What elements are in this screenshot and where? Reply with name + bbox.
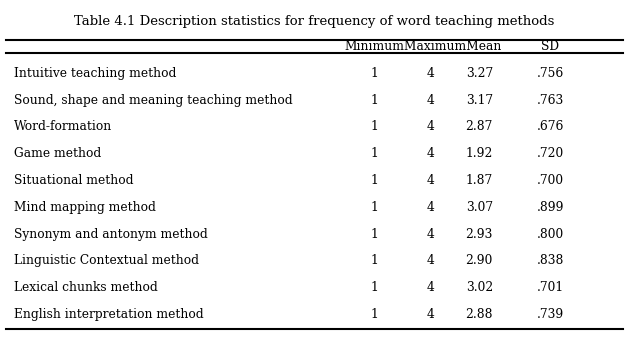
Text: 3.02: 3.02	[465, 281, 493, 294]
Text: 1: 1	[370, 227, 378, 240]
Text: 4: 4	[427, 174, 435, 187]
Text: Synonym and antonym method: Synonym and antonym method	[14, 227, 208, 240]
Text: MinimumMaximumMean: MinimumMaximumMean	[344, 40, 501, 53]
Text: .701: .701	[537, 281, 564, 294]
Text: 1.92: 1.92	[465, 147, 493, 160]
Text: 1: 1	[370, 120, 378, 133]
Text: .800: .800	[537, 227, 564, 240]
Text: .739: .739	[537, 308, 564, 321]
Text: 4: 4	[427, 94, 435, 106]
Text: .676: .676	[537, 120, 564, 133]
Text: .700: .700	[537, 174, 564, 187]
Text: Word-formation: Word-formation	[14, 120, 112, 133]
Text: 2.93: 2.93	[465, 227, 493, 240]
Text: 3.17: 3.17	[465, 94, 493, 106]
Text: .899: .899	[537, 201, 564, 214]
Text: 3.27: 3.27	[465, 67, 493, 80]
Text: Intuitive teaching method: Intuitive teaching method	[14, 67, 176, 80]
Text: 2.88: 2.88	[465, 308, 493, 321]
Text: 3.07: 3.07	[465, 201, 493, 214]
Text: 1: 1	[370, 67, 378, 80]
Text: 4: 4	[427, 67, 435, 80]
Text: 2.87: 2.87	[465, 120, 493, 133]
Text: 4: 4	[427, 254, 435, 267]
Text: SD: SD	[542, 40, 559, 53]
Text: Game method: Game method	[14, 147, 101, 160]
Text: 4: 4	[427, 120, 435, 133]
Text: Lexical chunks method: Lexical chunks method	[14, 281, 158, 294]
Text: 2.90: 2.90	[465, 254, 493, 267]
Text: .756: .756	[537, 67, 564, 80]
Text: 1: 1	[370, 308, 378, 321]
Text: Sound, shape and meaning teaching method: Sound, shape and meaning teaching method	[14, 94, 292, 106]
Text: 1: 1	[370, 94, 378, 106]
Text: 4: 4	[427, 201, 435, 214]
Text: 1: 1	[370, 281, 378, 294]
Text: English interpretation method: English interpretation method	[14, 308, 203, 321]
Text: 4: 4	[427, 308, 435, 321]
Text: .720: .720	[537, 147, 564, 160]
Text: 1: 1	[370, 174, 378, 187]
Text: Situational method: Situational method	[14, 174, 133, 187]
Text: Table 4.1 Description statistics for frequency of word teaching methods: Table 4.1 Description statistics for fre…	[74, 15, 555, 28]
Text: 1: 1	[370, 201, 378, 214]
Text: Mind mapping method: Mind mapping method	[14, 201, 156, 214]
Text: 1: 1	[370, 147, 378, 160]
Text: .763: .763	[537, 94, 564, 106]
Text: Linguistic Contextual method: Linguistic Contextual method	[14, 254, 199, 267]
Text: .838: .838	[537, 254, 564, 267]
Text: 4: 4	[427, 227, 435, 240]
Text: 1: 1	[370, 254, 378, 267]
Text: 4: 4	[427, 147, 435, 160]
Text: 1.87: 1.87	[465, 174, 493, 187]
Text: 4: 4	[427, 281, 435, 294]
